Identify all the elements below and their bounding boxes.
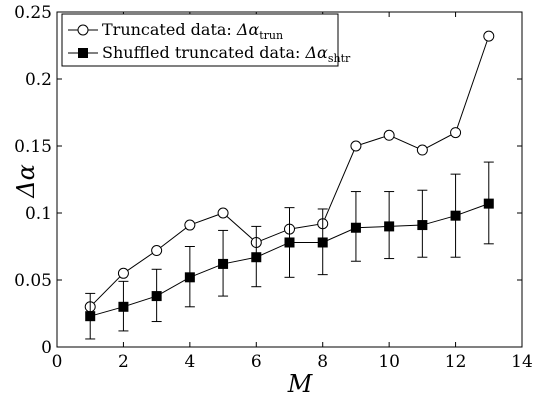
- legend-label: Truncated data: Δαtrun: [102, 20, 283, 42]
- data-point: [416, 144, 428, 156]
- data-point: [184, 219, 196, 231]
- x-tick-label: 4: [184, 352, 195, 372]
- y-axis-label: Δα: [12, 164, 40, 199]
- legend-swatch-marker: [77, 24, 89, 36]
- data-point: [284, 237, 295, 248]
- plot-area-border: [56, 11, 523, 348]
- data-point: [251, 252, 262, 263]
- y-tick-label: 0.25: [14, 3, 52, 23]
- legend-label-math: Δα: [305, 43, 329, 62]
- data-point: [151, 245, 163, 257]
- data-point: [350, 140, 362, 152]
- legend-label-text: Truncated data:: [102, 20, 237, 39]
- data-point: [384, 221, 395, 232]
- y-tick-label: 0.05: [14, 271, 52, 291]
- legend-entry-2: Shuffled truncated data: Δαshtr: [68, 43, 351, 65]
- data-point: [317, 237, 328, 248]
- data-point: [450, 210, 461, 221]
- legend-label-math: Δα: [236, 20, 260, 39]
- legend-label: Shuffled truncated data: Δαshtr: [102, 43, 351, 65]
- series-layer: [84, 30, 495, 340]
- data-point: [450, 127, 462, 139]
- series-2: [85, 161, 494, 340]
- legend-label-text: Shuffled truncated data:: [102, 43, 306, 62]
- y-tick-label: 0.15: [14, 137, 52, 157]
- data-point: [218, 258, 229, 269]
- y-tick-label: 0.1: [25, 204, 52, 224]
- y-tick-label: 0: [41, 338, 52, 358]
- legend-box: [61, 13, 339, 67]
- x-tick-label: 14: [511, 352, 533, 372]
- data-point: [117, 267, 129, 279]
- x-tick-label: 2: [118, 352, 129, 372]
- x-tick-label: 0: [52, 352, 63, 372]
- x-axis-label: M: [287, 370, 314, 398]
- x-tick-label: 8: [317, 352, 328, 372]
- x-tick-label: 10: [378, 352, 400, 372]
- data-point: [118, 301, 129, 312]
- legend-swatch-marker: [78, 48, 88, 58]
- legend-label-subscript: shtr: [328, 52, 351, 65]
- data-point: [217, 207, 229, 219]
- data-point: [151, 291, 162, 302]
- data-point: [483, 30, 495, 42]
- data-point: [383, 129, 395, 141]
- x-tick-label: 6: [251, 352, 262, 372]
- legend-label-subscript: trun: [259, 29, 283, 42]
- data-point: [184, 272, 195, 283]
- y-tick-label: 0.2: [25, 70, 52, 90]
- axis-ticks: 0 2 4 6 8 10 12 14 0 0.05 0.1 0.15 0.2 0.25: [14, 3, 533, 372]
- data-point: [350, 222, 361, 233]
- plot-frame: [56, 11, 523, 348]
- data-point: [483, 198, 494, 209]
- data-point: [417, 220, 428, 231]
- legend-entry-1: Truncated data: Δαtrun: [68, 20, 283, 42]
- x-tick-label: 12: [445, 352, 467, 372]
- data-point: [85, 311, 96, 322]
